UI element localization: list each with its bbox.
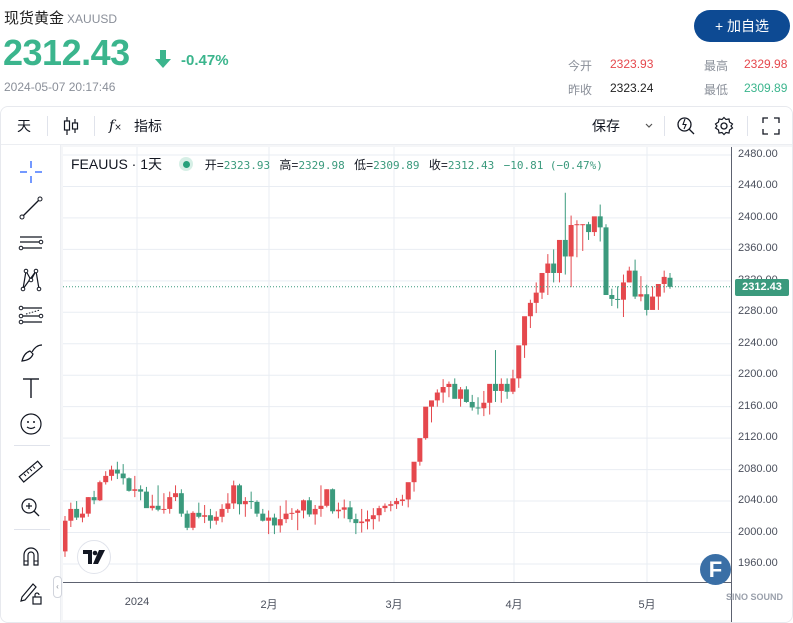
legend-open-label: 开= [204,158,224,172]
emoji-icon[interactable] [16,409,46,439]
legend-close-label: 收= [428,158,448,172]
toolbar-divider [664,116,665,136]
price-tick-label: 2480.00 [738,148,778,160]
indicators-fx-icon[interactable]: f× [109,118,122,134]
ruler-icon[interactable] [16,457,46,487]
time-tick-label: 3月 [385,599,403,611]
brush-icon[interactable] [16,337,46,367]
time-tick-label: 2月 [260,599,278,611]
lock-drawings-icon[interactable] [16,577,46,607]
stat-low: 最低 2309.89 [704,81,793,97]
quick-search-icon[interactable] [676,116,696,136]
save-button[interactable]: 保存 [592,118,620,134]
drawing-toolbar [1,145,61,622]
stat-open-value: 2323.93 [610,57,654,71]
time-tick-label: 4月 [505,599,523,611]
instrument-title: 现货黄金 XAUUSD [4,7,117,28]
stat-low-label: 最低 [704,83,729,97]
legend-high-label: 高= [279,158,299,172]
instrument-code: XAUUSD [67,12,118,26]
sino-sound-watermark: SINO SOUND [726,592,783,602]
time-tick-label: 5月 [638,599,656,611]
tool-divider [14,529,50,530]
f-logo-badge: F [700,554,731,585]
crosshair-icon[interactable] [16,157,46,187]
watermark-text: SINO SOUND [726,592,784,602]
chevron-down-icon[interactable] [644,122,654,130]
tradingview-logo-icon [83,550,105,564]
price-tick-label: 1960.00 [738,556,778,569]
legend-symbol: FEAUUS · 1天 [71,156,163,172]
price-axis[interactable]: 2480.002440.002400.002360.002320.002280.… [731,147,792,622]
quote-timestamp: 2024-05-07 20:17:46 [4,80,116,94]
price-tick-label: 2080.00 [738,462,778,475]
price-tick-label: 2160.00 [738,399,778,412]
change-percent: -0.47% [181,52,229,69]
chart-legend: FEAUUS · 1天 开=2323.93 高=2329.98 低=2309.8… [71,154,609,174]
indicators-button[interactable]: 指标 [134,118,162,134]
tool-divider [14,445,50,446]
instrument-name: 现货黄金 [4,10,65,27]
legend-low-label: 低= [354,158,374,172]
legend-high-value: 2329.98 [298,159,345,172]
fib-retracement-icon[interactable] [16,301,46,331]
stat-prev-close-label: 昨收 [568,83,593,97]
candlestick-chart[interactable] [62,147,731,582]
chart-plot-area[interactable]: FEAUUS · 1天 开=2323.93 高=2329.98 低=2309.8… [62,147,731,582]
interval-button[interactable]: 天 [17,118,31,134]
horizontal-lines-icon[interactable] [16,229,46,259]
settings-gear-icon[interactable] [714,116,734,136]
pattern-tool-icon[interactable] [16,265,46,295]
toolbar-divider [47,116,48,136]
stat-high: 最高 2329.98 [704,57,793,73]
legend-close-value: 2312.43 [447,159,495,172]
text-tool-icon[interactable] [16,373,46,403]
stat-low-value: 2309.89 [744,81,788,95]
price-tick-label: 2120.00 [738,431,778,444]
candles-icon[interactable] [63,117,79,135]
price-tick-label: 2240.00 [738,336,778,349]
legend-open-value: 2323.93 [223,159,271,172]
price-tick-label: 2040.00 [738,494,778,507]
magnet-icon[interactable] [16,541,46,571]
stat-prev-close: 昨收 2323.24 [568,81,678,97]
quote-header: 现货黄金 XAUUSD 2312.43 -0.47% 2024-05-07 20:… [0,0,793,104]
time-tick-label: 2024 [124,596,150,608]
price-tick-label: 2000.00 [738,525,778,538]
price-tick-label: 2440.00 [738,179,778,192]
price-tick-label: 2360.00 [738,242,778,255]
collapse-toolbar-button[interactable]: ‹ [53,576,62,598]
add-watchlist-button[interactable]: + 加自选 [694,10,790,42]
stat-high-label: 最高 [704,59,729,73]
stat-prev-close-value: 2323.24 [610,81,654,95]
price-tick-label: 2280.00 [738,305,778,318]
price-tick-label: 2200.00 [738,368,778,381]
stat-open: 今开 2323.93 [568,57,678,73]
trend-line-icon[interactable] [16,193,46,223]
chart-widget: 天 f× 指标 保存 [0,106,793,623]
market-status-dot-icon [179,157,194,171]
toolbar-divider [747,116,748,136]
chart-toolbar: 天 f× 指标 保存 [1,107,792,145]
last-price-label: 2312.43 [735,278,789,296]
legend-change: −10.81 (−0.47%) [503,159,603,172]
tradingview-logo[interactable] [77,540,111,574]
last-price: 2312.43 [3,32,130,73]
legend-low-value: 2309.89 [373,159,420,172]
zoom-in-icon[interactable] [16,493,46,523]
stat-open-label: 今开 [568,59,593,73]
price-tick-label: 2400.00 [738,210,778,223]
arrow-down-icon [155,50,171,68]
stat-high-value: 2329.98 [744,57,788,71]
time-axis[interactable]: 2024 2月 3月 4月 5月 [63,582,731,620]
fullscreen-icon[interactable] [762,117,780,135]
toolbar-divider [94,116,95,136]
